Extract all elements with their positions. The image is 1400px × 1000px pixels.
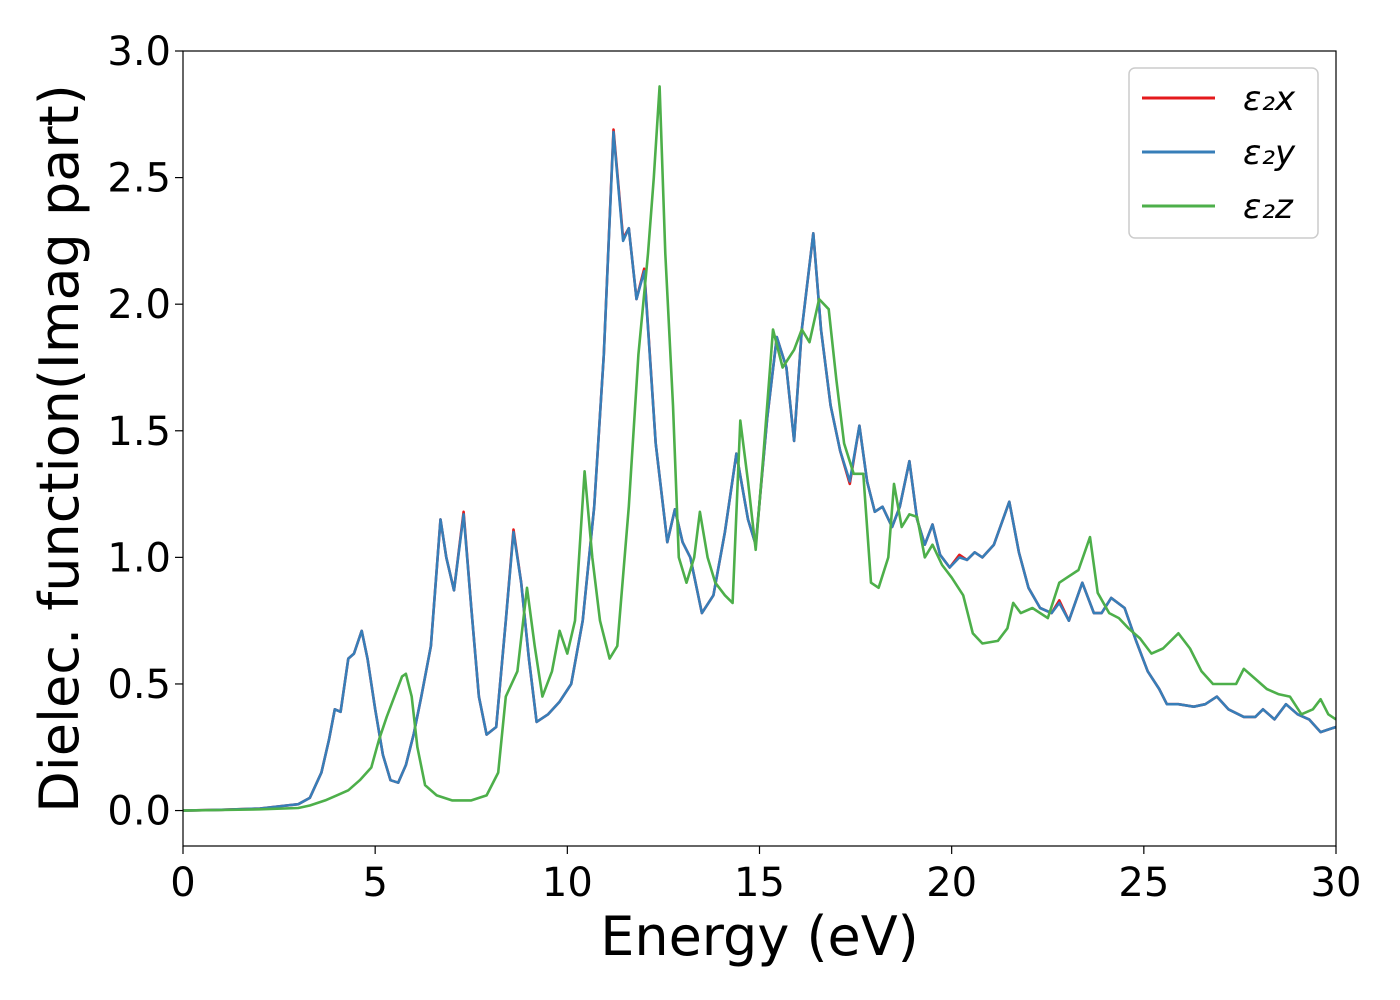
series-line-1 xyxy=(183,130,1336,812)
x-tick-label: 5 xyxy=(362,860,387,906)
legend-box xyxy=(1128,67,1319,239)
x-tick-label: 15 xyxy=(734,860,785,906)
y-tick-label: 3.0 xyxy=(107,29,171,75)
legend-entry-label: ε₂x xyxy=(1243,79,1296,119)
y-tick-label: 1.0 xyxy=(107,535,171,581)
x-tick-label: 30 xyxy=(1311,860,1362,906)
x-axis-ticks: 0 5 10 15 20 25 30 xyxy=(170,846,1361,906)
x-tick-label: 25 xyxy=(1118,860,1169,906)
y-tick-label: 2.0 xyxy=(107,282,171,328)
y-tick-label: 2.5 xyxy=(107,156,171,202)
y-tick-label: 1.5 xyxy=(107,409,171,455)
x-tick-label: 20 xyxy=(926,860,977,906)
y-tick-label: 0.5 xyxy=(107,662,171,708)
y-tick-label: 0.0 xyxy=(107,789,171,835)
legend-entry-label: ε₂y xyxy=(1243,133,1296,173)
x-axis-label: Energy (eV) xyxy=(600,905,919,968)
legend-entry-label: ε₂z xyxy=(1243,187,1294,227)
y-axis-label: Dielec. function(Imag part) xyxy=(28,84,91,813)
y-axis-ticks: 0.0 0.5 1.0 1.5 2.0 2.5 3.0 xyxy=(107,29,183,835)
series-line-2 xyxy=(183,85,1336,812)
plot-lines xyxy=(183,85,1336,812)
legend: ε₂x ε₂y ε₂z xyxy=(1128,67,1319,239)
x-tick-label: 10 xyxy=(542,860,593,906)
x-tick-label: 0 xyxy=(170,860,195,906)
